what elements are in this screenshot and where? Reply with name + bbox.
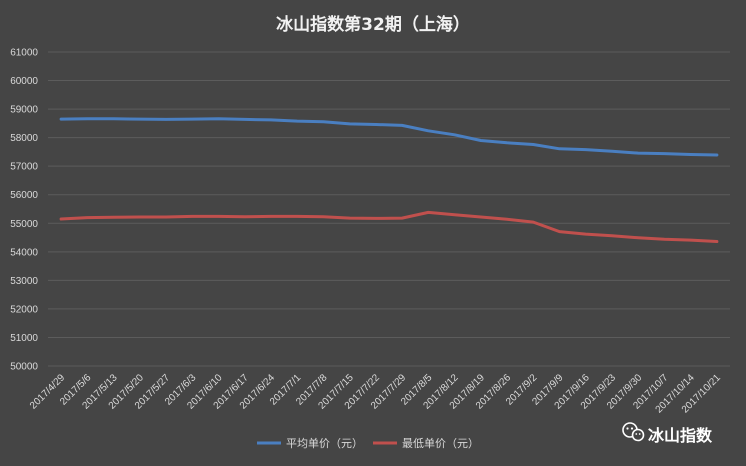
chart-title: 冰山指数第32期（上海）	[276, 14, 470, 35]
series-layer	[59, 117, 719, 243]
series-line-2	[59, 210, 719, 243]
y-tick-label: 53000	[10, 276, 38, 287]
y-tick-label: 58000	[10, 133, 38, 144]
y-tick-label: 61000	[10, 48, 38, 59]
series-line-1	[59, 117, 719, 157]
y-tick-label: 50000	[10, 362, 38, 373]
grid-layer	[48, 51, 730, 367]
x-tick-label: 2017/4/29	[28, 372, 68, 412]
y-tick-label: 51000	[10, 333, 38, 344]
watermark: 冰山指数	[622, 422, 713, 445]
y-tick-label: 60000	[10, 76, 38, 87]
wechat-icon	[622, 422, 645, 442]
legend: 平均单价（元） 最低单价（元）	[257, 437, 479, 450]
y-tick-label: 56000	[10, 190, 38, 201]
legend-label-2: 最低单价（元）	[402, 437, 479, 450]
y-axis-ticks: 50000 51000 52000 53000 54000 55000 56000 57000…	[10, 48, 38, 373]
watermark-text: 冰山指数	[648, 426, 713, 445]
y-tick-label: 57000	[10, 162, 38, 173]
y-tick-label: 55000	[10, 219, 38, 230]
y-tick-label: 54000	[10, 247, 38, 258]
legend-label-1: 平均单价（元）	[286, 437, 363, 450]
y-tick-label: 52000	[10, 304, 38, 315]
y-tick-label: 59000	[10, 105, 38, 116]
x-axis-ticks: 2017/4/292017/5/62017/5/132017/5/202017/…	[28, 372, 723, 415]
